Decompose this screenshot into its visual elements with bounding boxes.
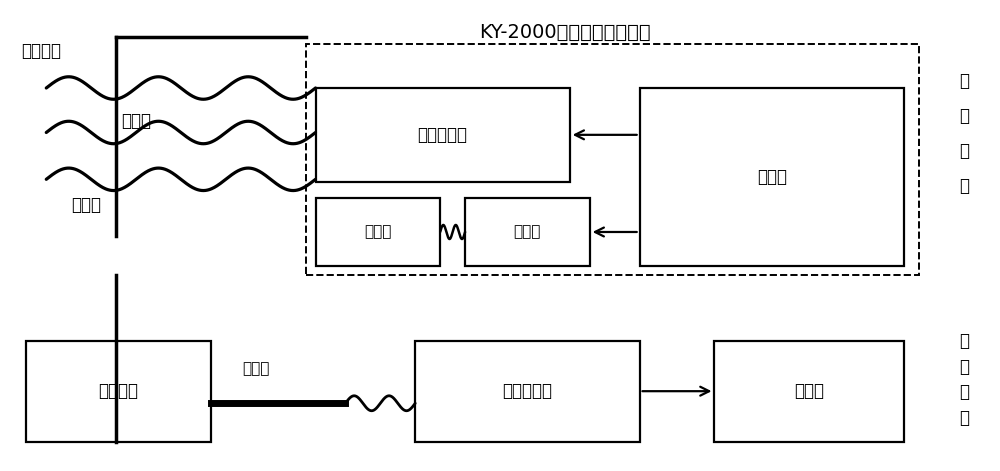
Bar <box>640 88 904 266</box>
Text: 测温针: 测温针 <box>242 361 269 376</box>
Text: 出水管: 出水管 <box>71 196 101 214</box>
Text: 冷却水: 冷却水 <box>514 225 541 239</box>
Text: 部: 部 <box>959 142 969 160</box>
Bar <box>306 43 919 275</box>
Text: 计算机: 计算机 <box>794 382 824 400</box>
Text: 加: 加 <box>959 72 969 90</box>
Text: KY-2000型智能微波治疗仪: KY-2000型智能微波治疗仪 <box>479 23 651 41</box>
Text: 微波天线: 微波天线 <box>21 41 61 59</box>
Text: 温: 温 <box>959 357 969 375</box>
Text: 部: 部 <box>959 383 969 401</box>
Bar <box>316 198 440 266</box>
Bar <box>26 341 211 441</box>
Bar <box>465 198 590 266</box>
Text: 热: 热 <box>959 107 969 125</box>
Text: 微波体模: 微波体模 <box>99 382 139 400</box>
Text: 计算机: 计算机 <box>757 168 787 186</box>
Bar <box>415 341 640 441</box>
Text: 分: 分 <box>959 178 969 195</box>
Text: 蠕动泵: 蠕动泵 <box>364 225 392 239</box>
Bar <box>714 341 904 441</box>
Text: 入水管: 入水管 <box>121 112 151 130</box>
Text: 测: 测 <box>959 332 969 350</box>
Text: 微波发射端: 微波发射端 <box>418 126 468 144</box>
Text: 数据采集仪: 数据采集仪 <box>502 382 552 400</box>
Text: 分: 分 <box>959 409 969 427</box>
Bar <box>316 88 570 182</box>
